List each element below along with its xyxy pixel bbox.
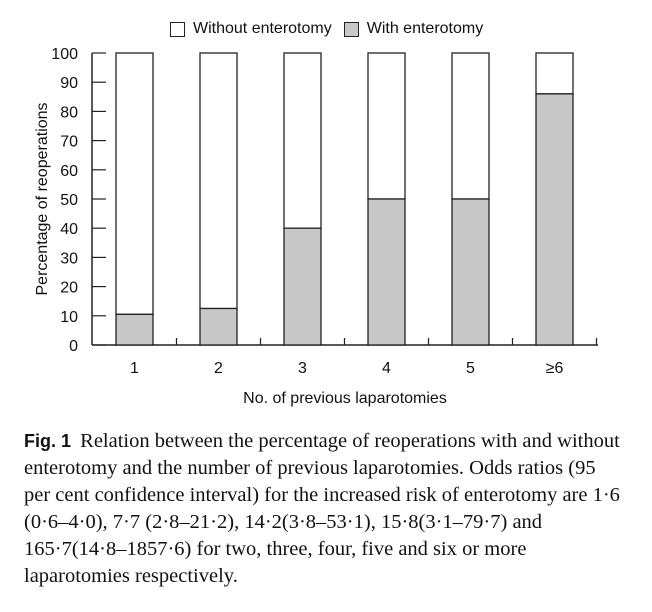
legend-label: Without enterotomy bbox=[193, 20, 332, 37]
bar-without-enterotomy bbox=[535, 52, 574, 95]
y-tick-label: 20 bbox=[60, 280, 78, 297]
bar-without-enterotomy bbox=[115, 52, 154, 315]
x-tick-label: 2 bbox=[214, 360, 223, 377]
figure-label: Fig. 1 bbox=[24, 431, 72, 451]
x-tick-label: ≥6 bbox=[546, 360, 564, 377]
y-tick-label: 80 bbox=[60, 104, 78, 121]
figure-caption: Fig. 1 Relation between the percentage o… bbox=[24, 428, 624, 590]
legend-item-without-enterotomy: Without enterotomy bbox=[170, 20, 332, 38]
legend-swatch-white bbox=[170, 21, 185, 37]
y-tick-label: 50 bbox=[60, 192, 78, 209]
bar-with-enterotomy bbox=[451, 198, 490, 346]
x-tick-label: 3 bbox=[298, 360, 307, 377]
y-tick-label: 60 bbox=[60, 163, 78, 180]
bar-with-enterotomy bbox=[115, 313, 154, 346]
bar-without-enterotomy bbox=[199, 52, 238, 310]
caption-text: Relation between the percentage of reope… bbox=[24, 430, 620, 587]
bar-with-enterotomy bbox=[283, 227, 322, 346]
y-axis-label: Percentage of reoperations bbox=[34, 102, 51, 295]
bar-without-enterotomy bbox=[283, 52, 322, 229]
stacked-bar-chart: 0 10 20 30 40 50 60 70 80 90 100 Percentage of reop… bbox=[34, 46, 598, 407]
y-tick-label: 10 bbox=[60, 309, 78, 326]
x-tick-label: 1 bbox=[130, 360, 139, 377]
x-tick-label: 4 bbox=[382, 360, 391, 377]
y-tick-label: 0 bbox=[69, 338, 78, 355]
legend-swatch-gray bbox=[343, 21, 359, 37]
bar-without-enterotomy bbox=[451, 52, 490, 200]
bar-with-enterotomy bbox=[199, 307, 238, 346]
y-tick-label: 70 bbox=[60, 134, 78, 151]
bar-with-enterotomy bbox=[535, 93, 574, 346]
chart-legend: Without enterotomy With enterotomy bbox=[170, 20, 495, 38]
y-tick-label: 30 bbox=[60, 250, 78, 267]
x-axis-label: No. of previous laparotomies bbox=[243, 390, 447, 407]
x-tick-label: 5 bbox=[466, 360, 475, 377]
legend-item-with-enterotomy: With enterotomy bbox=[343, 20, 484, 38]
bar-without-enterotomy bbox=[367, 52, 406, 200]
legend-label: With enterotomy bbox=[366, 20, 484, 37]
y-tick-label: 40 bbox=[60, 221, 78, 238]
y-tick-label: 90 bbox=[60, 75, 78, 92]
y-tick-label: 100 bbox=[51, 46, 78, 63]
bar-with-enterotomy bbox=[367, 198, 406, 346]
